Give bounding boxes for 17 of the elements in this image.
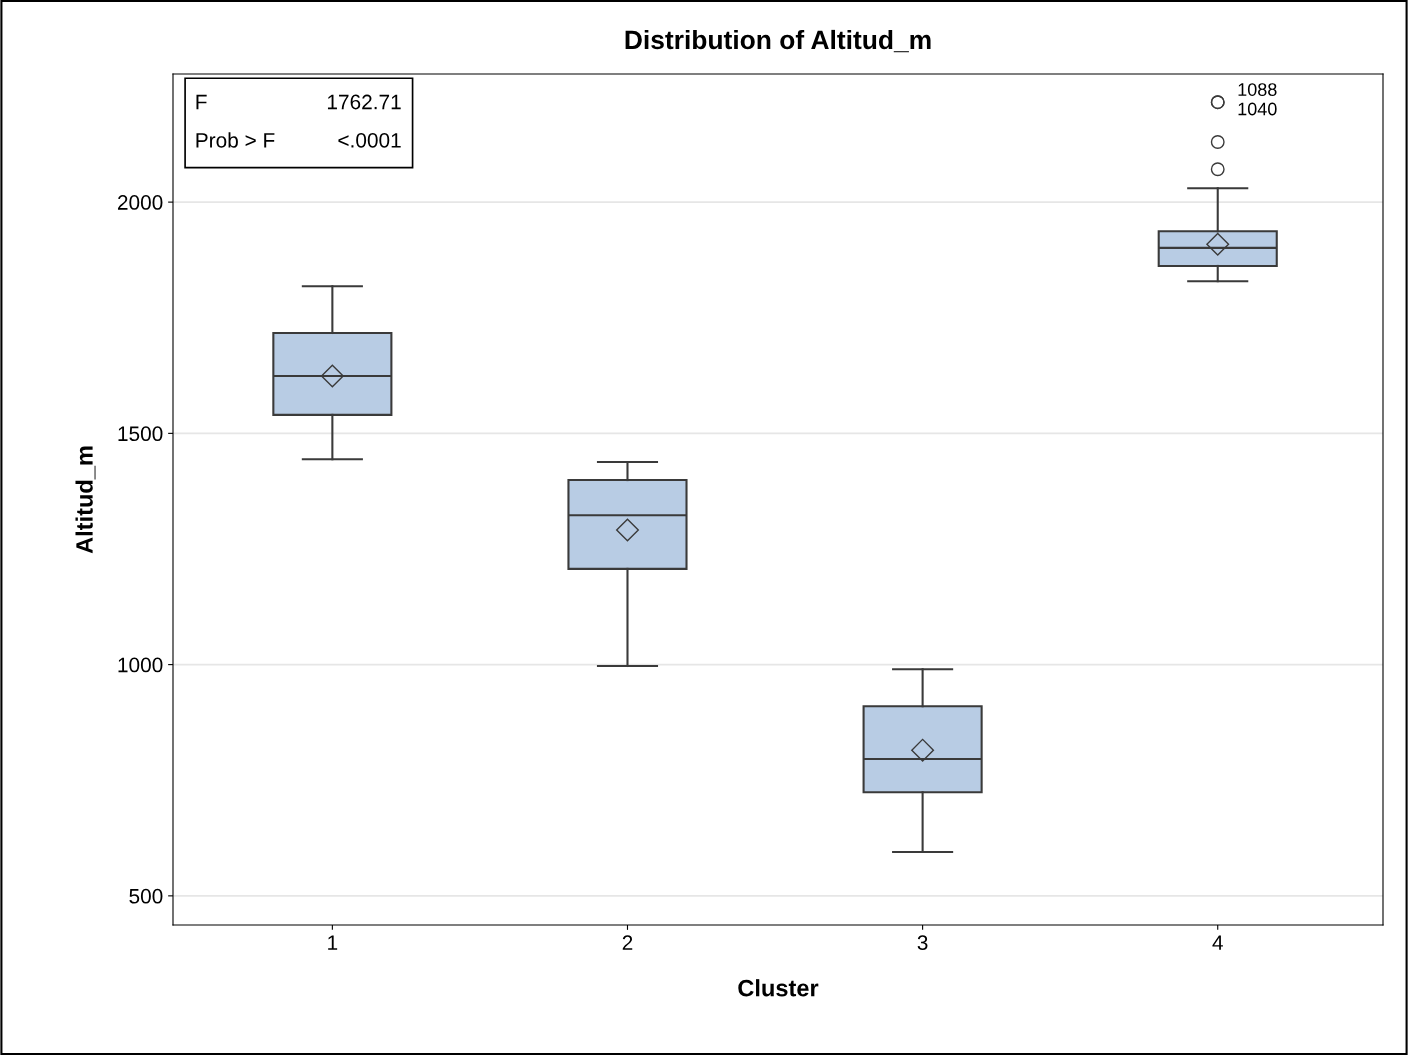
y-tick-label: 1000 [118, 657, 163, 673]
y-tick-label: 1500 [118, 426, 163, 442]
x-axis-title: Cluster [738, 979, 819, 997]
x-tick-label: 1 [328, 935, 338, 950]
annotation: Prob > F [196, 132, 275, 148]
x-tick-label: 2 [622, 935, 633, 950]
annotation: 1040 [1238, 102, 1277, 116]
annotation: 1762.71 [327, 94, 401, 110]
annotation: <.0001 [338, 132, 401, 148]
x-tick-label: 4 [1212, 935, 1223, 950]
y-tick-label: 2000 [117, 195, 163, 210]
y-axis-title: Altitud_m [75, 446, 96, 554]
x-tick-label: 3 [917, 935, 928, 951]
chart-title: Distribution of Altitud_m [625, 29, 931, 53]
y-tick-label: 500 [129, 888, 163, 904]
annotation: 1088 [1238, 83, 1277, 96]
annotation: F [196, 94, 207, 110]
